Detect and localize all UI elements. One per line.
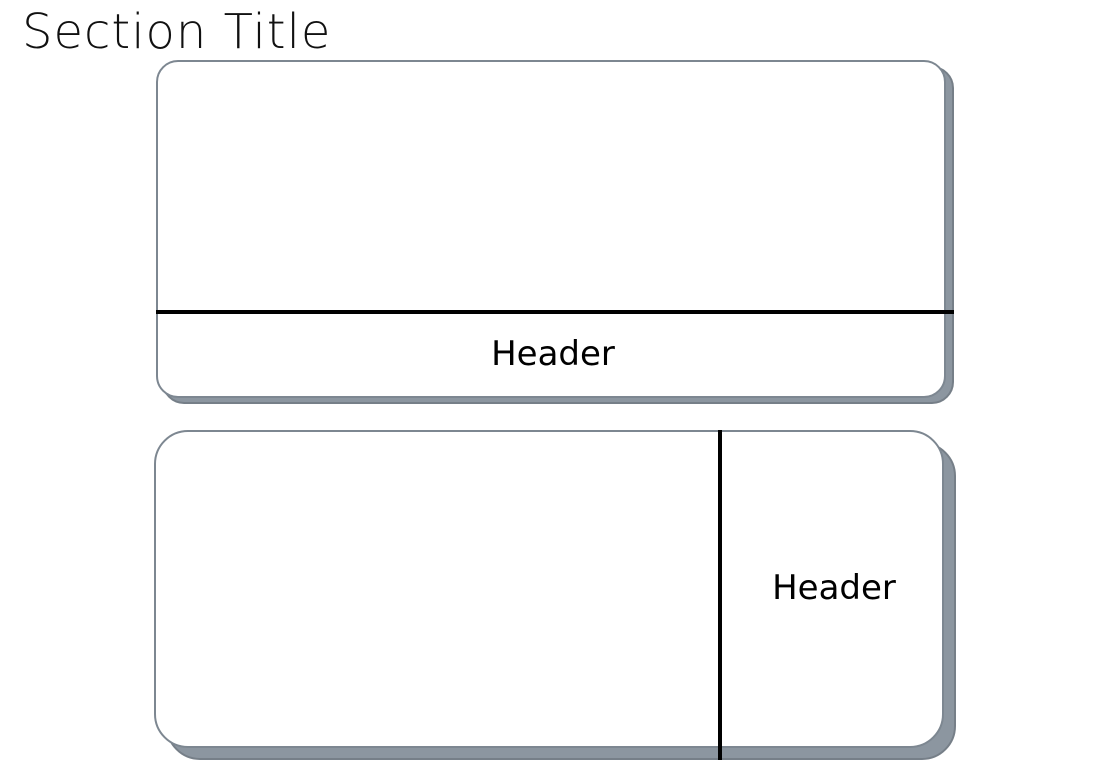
card-face: Header — [154, 430, 944, 760]
card-face: Header — [156, 60, 954, 398]
vertical-divider — [718, 430, 722, 760]
card-header-label: Header — [772, 568, 896, 608]
horizontal-divider — [156, 310, 954, 314]
card-header-label: Header — [491, 334, 615, 374]
card-header-right: Header — [154, 430, 958, 762]
card-header-bottom: Header — [154, 58, 956, 406]
section-title: Section Title — [22, 4, 332, 60]
